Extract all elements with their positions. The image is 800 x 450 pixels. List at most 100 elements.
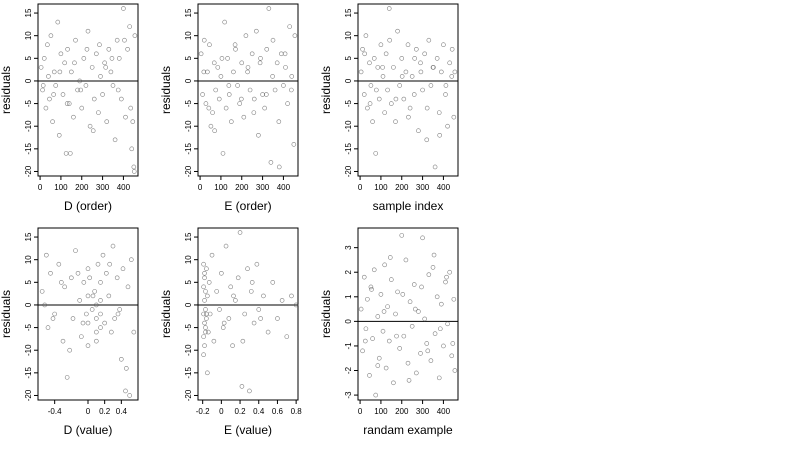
data-point	[216, 96, 222, 102]
y-axis-title: residuals	[159, 290, 173, 338]
data-point	[254, 261, 260, 267]
y-tick-label: -15	[344, 143, 353, 155]
y-tick-label: 0	[24, 302, 33, 307]
plot-frame	[197, 227, 299, 401]
data-point	[207, 42, 212, 48]
data-point	[287, 24, 292, 29]
data-point	[258, 316, 263, 321]
data-point	[132, 33, 138, 38]
data-point	[386, 338, 392, 344]
data-point	[112, 137, 118, 143]
data-point	[201, 311, 206, 317]
data-point	[444, 274, 449, 280]
data-point	[130, 119, 136, 124]
data-point	[201, 352, 206, 358]
data-point	[213, 87, 219, 93]
y-tick-label: 15	[184, 232, 193, 241]
data-point	[270, 37, 276, 43]
data-point	[283, 65, 288, 70]
data-point	[389, 101, 394, 106]
data-point	[205, 329, 211, 335]
data-point	[416, 128, 421, 134]
data-point	[131, 329, 137, 335]
data-point	[89, 307, 95, 312]
y-tick-label: 0	[344, 319, 353, 324]
data-point	[211, 60, 217, 66]
y-axis-title: residuals	[159, 66, 173, 114]
y-tick-label: 5	[24, 280, 33, 285]
x-axis-title: randam example	[363, 423, 453, 437]
data-point	[94, 316, 99, 321]
data-point	[434, 56, 440, 61]
y-axis-title: residuals	[0, 66, 13, 114]
data-point	[248, 289, 254, 294]
data-point	[407, 105, 413, 111]
data-point	[239, 384, 245, 389]
data-point	[432, 164, 438, 170]
plot-frame	[37, 3, 139, 177]
data-point	[100, 252, 106, 258]
x-tick-label: 200	[395, 183, 409, 192]
data-point	[51, 69, 57, 75]
data-point	[53, 83, 59, 88]
data-point	[94, 51, 99, 57]
data-point	[200, 92, 205, 97]
data-point	[430, 265, 436, 270]
y-tick-label: 10	[344, 31, 353, 40]
data-point	[274, 60, 280, 66]
y-tick-label: 10	[24, 255, 33, 264]
data-point	[425, 348, 431, 354]
data-point	[231, 293, 236, 299]
data-point	[66, 101, 72, 106]
data-point	[60, 92, 66, 97]
data-point	[87, 275, 92, 281]
y-tick-label: 1	[344, 294, 353, 299]
y-tick-label: -10	[24, 344, 33, 356]
data-point	[203, 307, 208, 312]
data-point	[219, 270, 224, 276]
data-point	[46, 74, 51, 79]
data-point	[220, 151, 226, 156]
data-point	[270, 280, 276, 285]
y-tick-label: -15	[24, 143, 33, 155]
data-point	[104, 119, 110, 124]
data-point	[360, 46, 365, 52]
data-point	[203, 289, 208, 294]
data-point	[416, 309, 421, 314]
y-tick-label: -5	[24, 99, 33, 107]
y-tick-label: -15	[184, 143, 193, 155]
data-point	[42, 302, 47, 308]
data-point	[293, 302, 299, 308]
data-point	[370, 119, 375, 124]
data-point	[412, 306, 418, 312]
data-point	[257, 60, 263, 66]
x-tick-label: 0	[38, 183, 43, 192]
data-point	[98, 325, 103, 330]
data-point	[399, 74, 405, 79]
data-point	[125, 46, 130, 52]
y-tick-label: 10	[184, 255, 193, 264]
data-point	[103, 65, 109, 70]
data-point	[368, 83, 374, 88]
data-point	[399, 56, 405, 61]
data-point	[203, 101, 209, 106]
data-point	[67, 151, 73, 156]
data-point	[275, 316, 280, 321]
data-point	[381, 309, 387, 314]
data-point	[108, 69, 114, 75]
data-point	[393, 119, 398, 124]
data-point	[405, 360, 411, 366]
data-point	[69, 275, 74, 281]
y-axis-title: residuals	[319, 66, 333, 114]
y-tick-label: -5	[344, 99, 353, 107]
data-point	[208, 123, 214, 129]
data-point	[107, 261, 112, 267]
data-point	[245, 65, 251, 70]
x-tick-label: 200	[75, 183, 89, 192]
y-tick-label: -20	[24, 389, 33, 401]
data-point	[240, 338, 246, 344]
data-point	[403, 257, 409, 263]
data-point	[209, 252, 215, 258]
y-tick-label: -20	[184, 165, 193, 177]
